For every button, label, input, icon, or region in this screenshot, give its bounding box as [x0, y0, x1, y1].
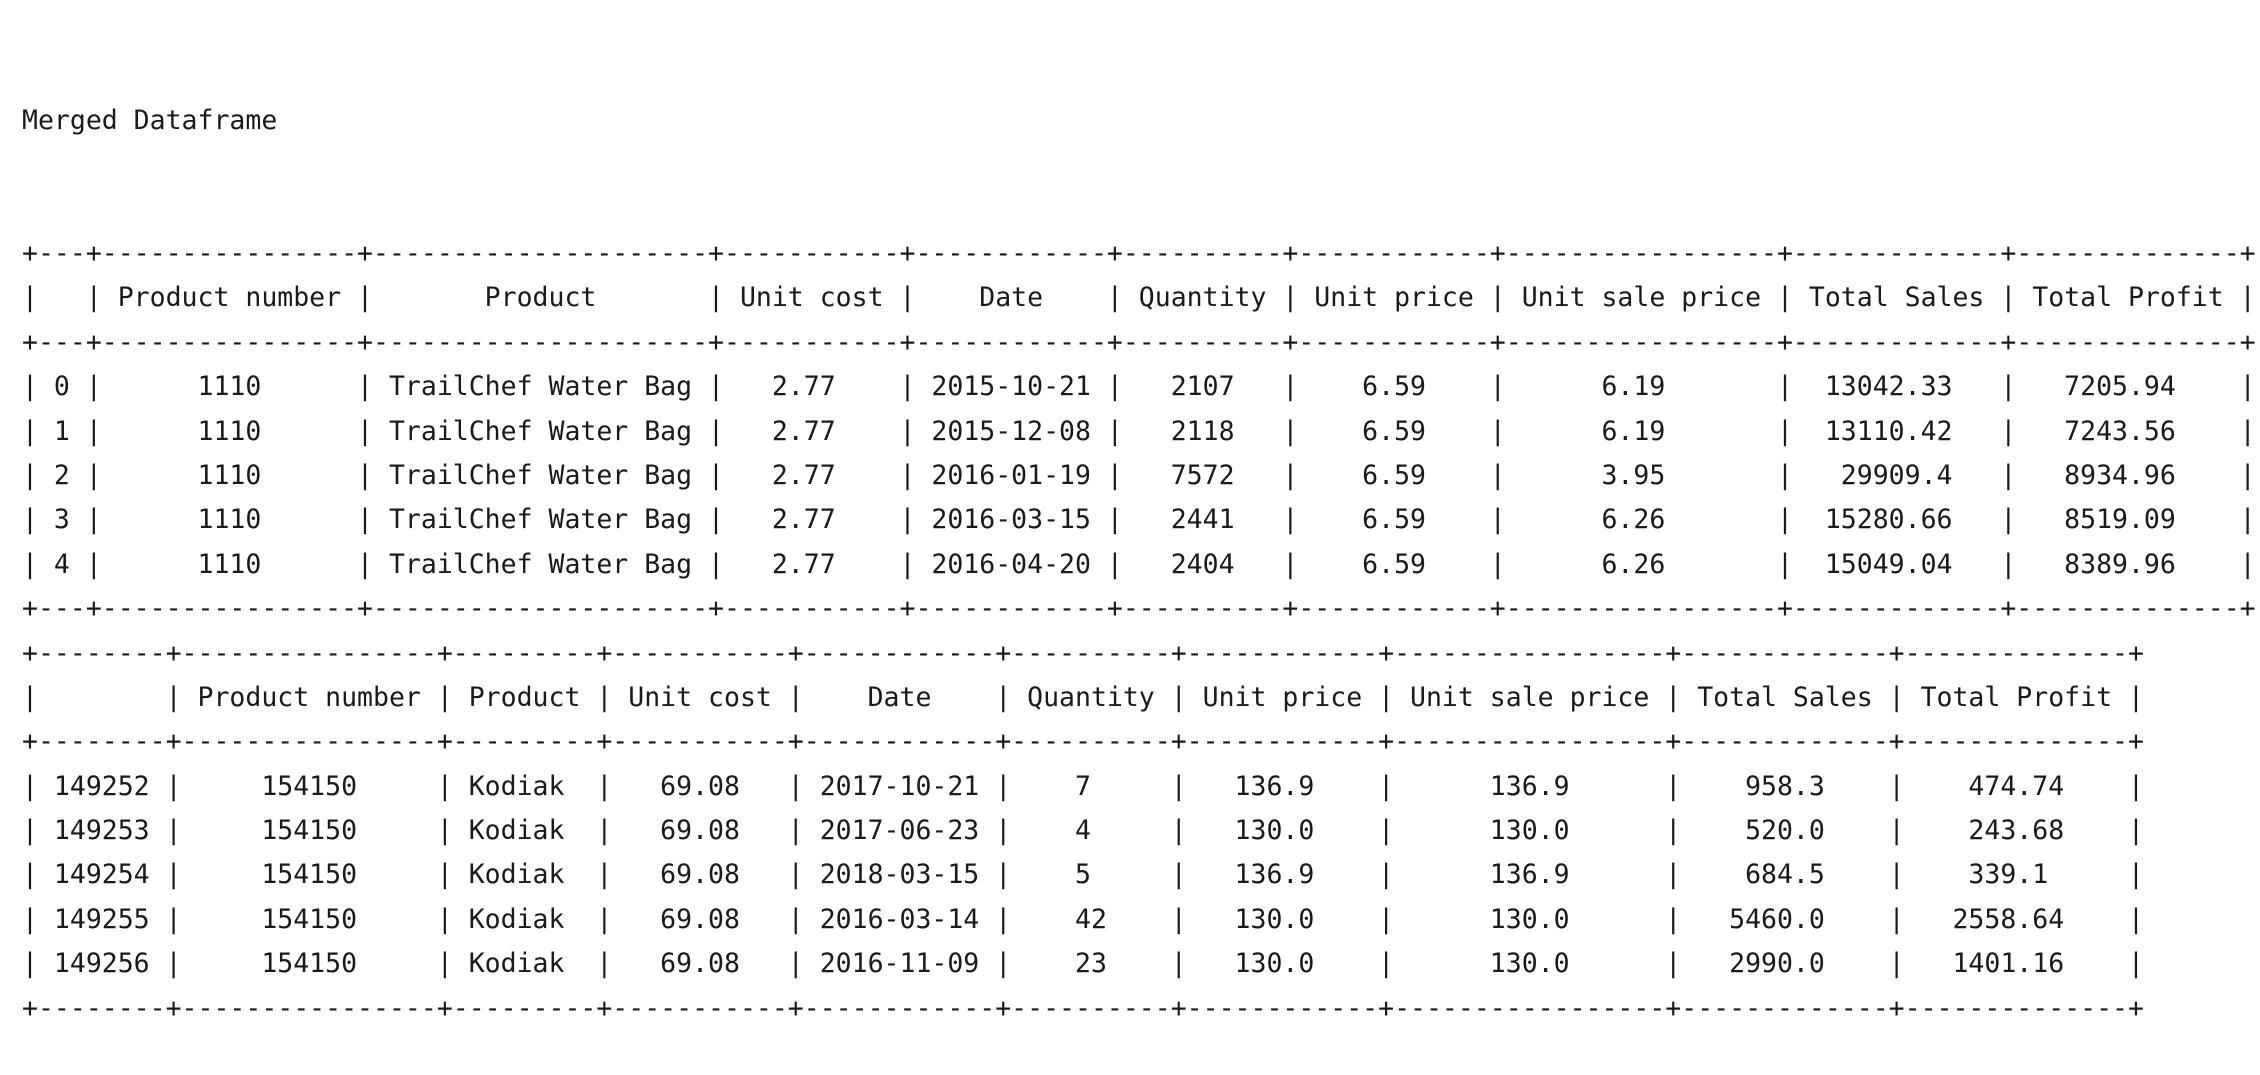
table-header-row: | | Product number | Product | Unit cost…: [22, 282, 2256, 314]
table-border: +---+----------------+------------------…: [22, 326, 2256, 358]
table-row: | 2 | 1110 | TrailChef Water Bag | 2.77 …: [22, 459, 2256, 491]
table-row: | 149255 | 154150 | Kodiak | 69.08 | 201…: [22, 903, 2144, 935]
table-row: | 149256 | 154150 | Kodiak | 69.08 | 201…: [22, 948, 2144, 980]
table-border: +--------+----------------+---------+---…: [22, 637, 2144, 669]
table-border: +---+----------------+------------------…: [22, 593, 2256, 625]
table-row: | 149252 | 154150 | Kodiak | 69.08 | 201…: [22, 770, 2144, 802]
table-row: | 3 | 1110 | TrailChef Water Bag | 2.77 …: [22, 504, 2256, 536]
tables-container: +---+----------------+------------------…: [22, 232, 2256, 1031]
table-border: +---+----------------+------------------…: [22, 238, 2256, 270]
dataframe-table: +--------+----------------+---------+---…: [22, 632, 2256, 1032]
table-border: +--------+----------------+---------+---…: [22, 726, 2144, 758]
dataframe-table: +---+----------------+------------------…: [22, 232, 2256, 632]
console-output: Merged Dataframe +---+----------------+-…: [22, 10, 2256, 1075]
output-title: Merged Dataframe: [22, 104, 278, 136]
table-row: | 1 | 1110 | TrailChef Water Bag | 2.77 …: [22, 415, 2256, 447]
table-row: | 4 | 1110 | TrailChef Water Bag | 2.77 …: [22, 548, 2256, 580]
table-row: | 0 | 1110 | TrailChef Water Bag | 2.77 …: [22, 371, 2256, 403]
table-border: +--------+----------------+---------+---…: [22, 992, 2144, 1024]
table-header-row: | | Product number | Product | Unit cost…: [22, 681, 2144, 713]
table-row: | 149254 | 154150 | Kodiak | 69.08 | 201…: [22, 859, 2144, 891]
table-row: | 149253 | 154150 | Kodiak | 69.08 | 201…: [22, 815, 2144, 847]
